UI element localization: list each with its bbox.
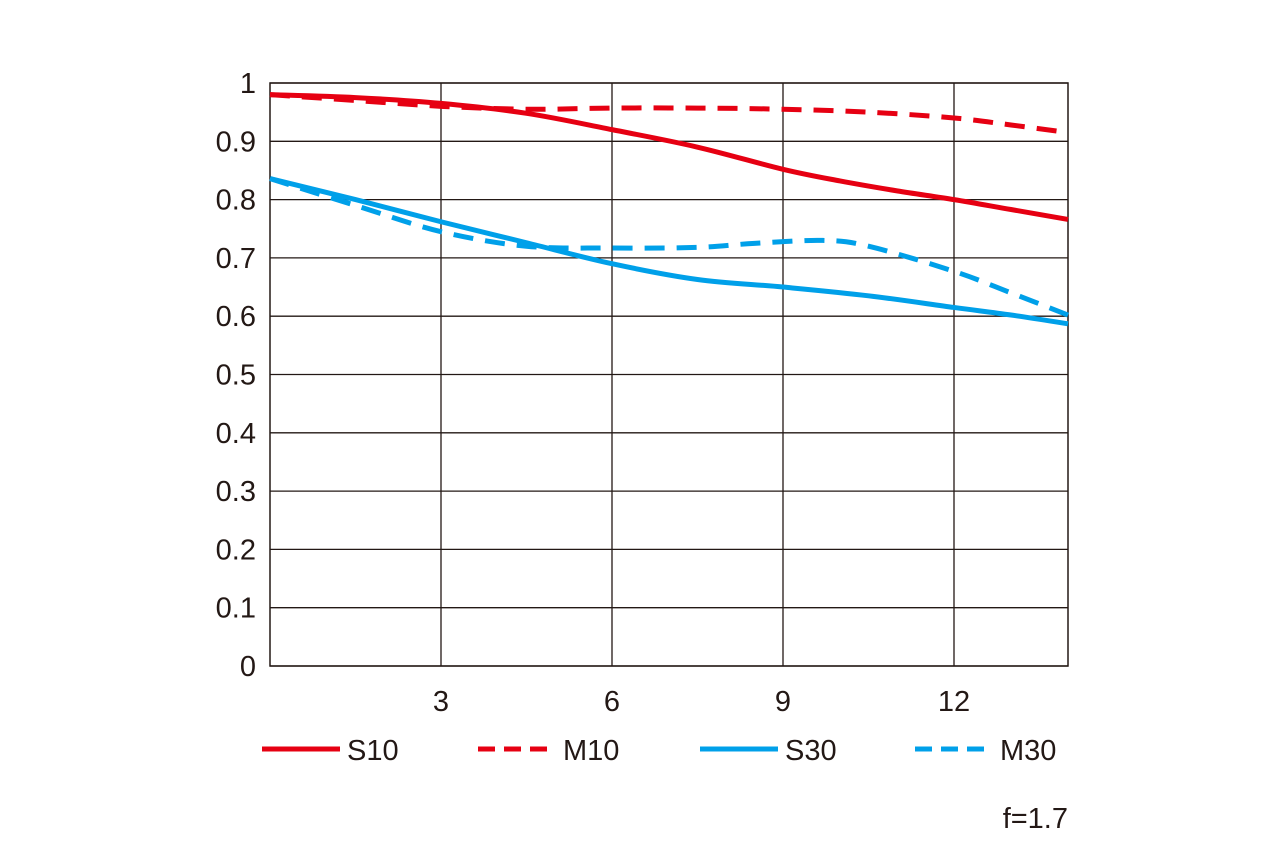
y-tick-labels: 0 0.1 0.2 0.3 0.4 0.5 0.6 0.7 0.8 0.9 1 — [216, 68, 256, 683]
y-tick-label: 0.1 — [216, 593, 256, 625]
x-tick-labels: 3 6 9 12 — [433, 686, 970, 718]
legend: S10 M10 S30 M30 — [262, 735, 1056, 767]
y-tick-label: 0.8 — [216, 185, 256, 217]
y-tick-label: 1 — [240, 68, 256, 100]
series-lines — [269, 92, 1069, 327]
y-tick-label: 0.9 — [216, 126, 256, 158]
legend-label-s10: S10 — [347, 735, 399, 767]
x-tick-label: 12 — [938, 686, 970, 718]
x-tick-label: 9 — [775, 686, 791, 718]
y-tick-label: 0.5 — [216, 360, 256, 392]
series-line-m10 — [269, 92, 1069, 136]
y-tick-label: 0.2 — [216, 534, 256, 566]
x-tick-label: 6 — [604, 686, 620, 718]
grid — [269, 82, 1069, 667]
legend-label-s30: S30 — [785, 735, 837, 767]
series-line-s10 — [269, 92, 1069, 222]
plot-frame — [269, 82, 1069, 667]
y-tick-label: 0 — [240, 651, 256, 683]
legend-label-m10: M10 — [563, 735, 619, 767]
legend-label-m30: M30 — [1000, 735, 1056, 767]
y-tick-label: 0.3 — [216, 476, 256, 508]
aperture-annotation: f=1.7 — [1003, 803, 1068, 835]
y-tick-label: 0.6 — [216, 301, 256, 333]
x-tick-label: 3 — [433, 686, 449, 718]
y-tick-label: 0.7 — [216, 243, 256, 275]
series-line-s30 — [269, 176, 1069, 327]
y-tick-label: 0.4 — [216, 418, 256, 450]
